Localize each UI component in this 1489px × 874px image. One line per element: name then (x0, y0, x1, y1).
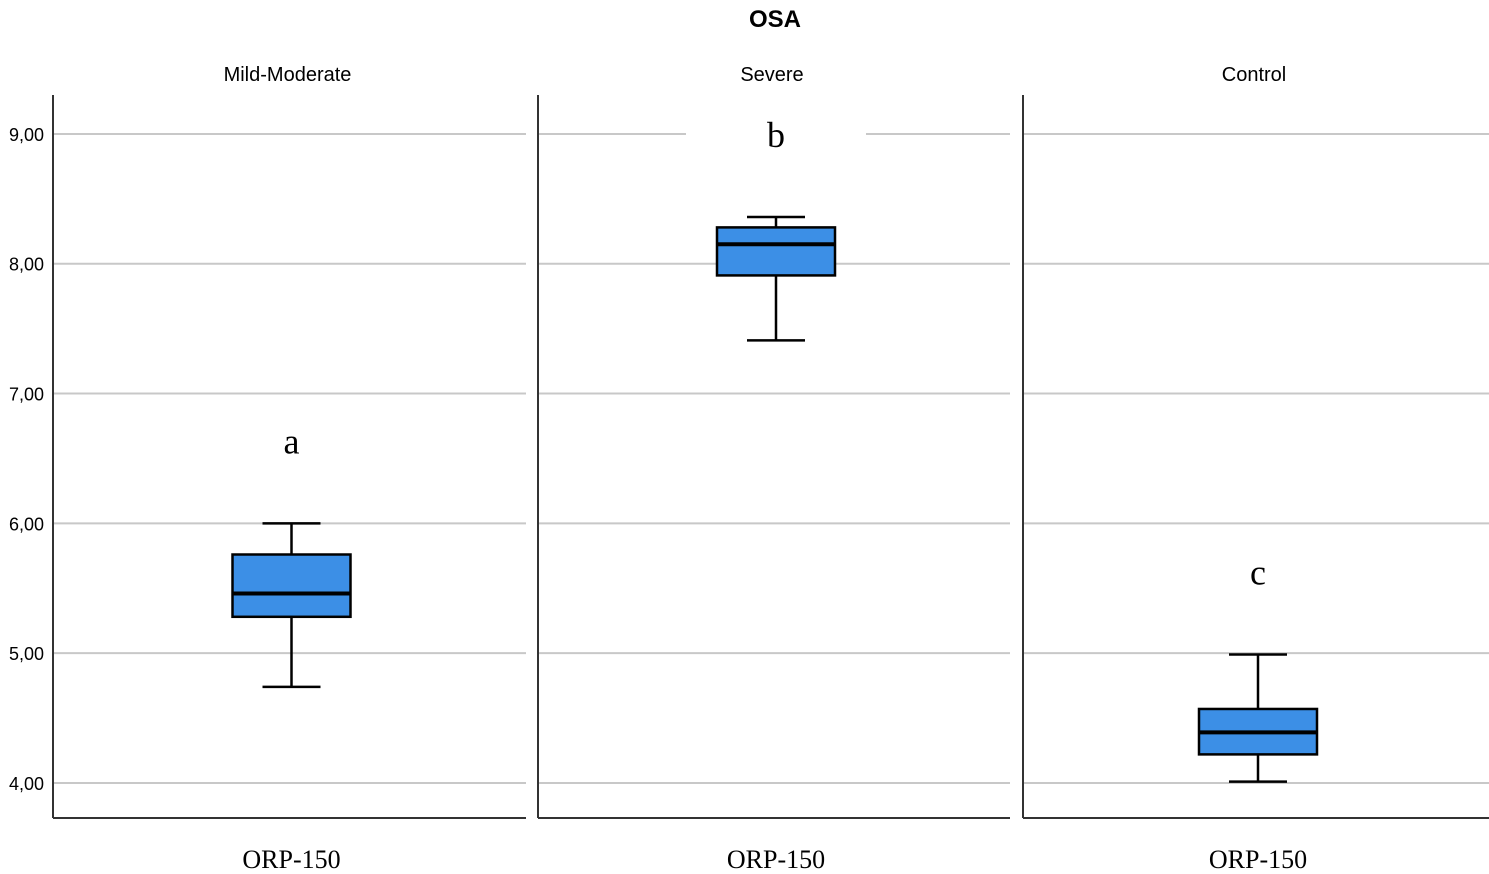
x-axis-label: ORP-150 (242, 845, 340, 874)
annotation-letter: a (284, 421, 300, 461)
panel-severe: Severe ORP-150 b (537, 64, 1010, 874)
annotation-background (1168, 544, 1348, 605)
iqr-box (715, 226, 837, 277)
annotation-background (686, 107, 866, 168)
iqr-box (231, 553, 352, 619)
panel-control: Control ORP-150 c (1022, 64, 1489, 874)
x-axis-label: ORP-150 (727, 845, 825, 874)
annotation-letter: c (1250, 552, 1266, 592)
y-axis: 4,00 5,00 6,00 7,00 8,00 9,00 (9, 125, 44, 794)
panel-mild-moderate: Mild-Moderate ORP-150 a (52, 64, 526, 874)
panel-header: Mild-Moderate (224, 64, 352, 86)
y-tick-label: 4,00 (9, 774, 44, 794)
y-tick-label: 6,00 (9, 514, 44, 534)
y-tick-label: 8,00 (9, 255, 44, 275)
y-tick-label: 7,00 (9, 385, 44, 405)
y-tick-label: 5,00 (9, 644, 44, 664)
annotation-background (201, 413, 382, 474)
x-axis-label: ORP-150 (1209, 845, 1307, 874)
panel-header: Control (1222, 64, 1286, 86)
panel-header: Severe (740, 64, 803, 86)
y-tick-label: 9,00 (9, 125, 44, 145)
annotation-letter: b (767, 115, 785, 155)
panels: Mild-Moderate ORP-150 a Severe ORP-150 b Contr… (52, 64, 1489, 874)
chart-title: OSA (749, 6, 801, 33)
